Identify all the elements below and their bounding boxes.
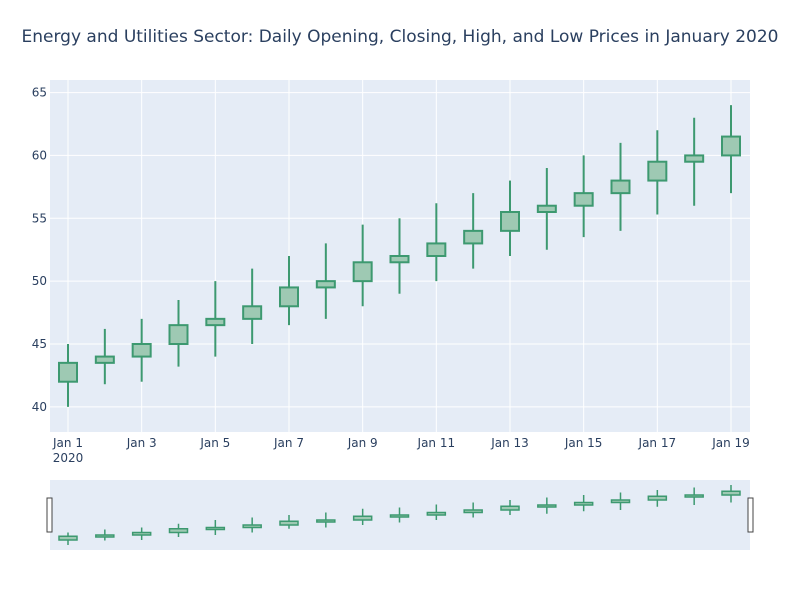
candle-body [647, 160, 668, 182]
candle[interactable] [279, 256, 299, 326]
x-tick-label: Jan 9 [347, 436, 378, 450]
range-slider-left-handle[interactable] [46, 497, 53, 533]
y-axis: 40 45 50 55 60 65 [32, 86, 47, 414]
candle-body [205, 317, 226, 327]
y-tick-label: 65 [32, 86, 47, 100]
x-tick-label: Jan 13 [490, 436, 529, 450]
slider-candle [58, 532, 78, 545]
range-slider-candles [58, 485, 741, 545]
y-tick-label: 55 [32, 211, 47, 225]
slider-candle [647, 490, 668, 507]
y-tick-label: 45 [32, 337, 47, 351]
candle[interactable] [242, 268, 263, 344]
candle[interactable] [463, 193, 484, 269]
x-tick-label: Jan 1 [52, 436, 83, 450]
candle[interactable] [58, 344, 78, 407]
candle-body [242, 305, 263, 320]
candle-body [426, 242, 447, 258]
candle-body [94, 355, 115, 364]
slider-candle [205, 520, 226, 535]
x-tick-label: Jan 17 [638, 436, 677, 450]
slider-candle [684, 487, 704, 505]
candle-body [352, 261, 373, 283]
candle[interactable] [94, 328, 115, 385]
candle[interactable] [684, 117, 705, 206]
y-tick-label: 40 [32, 400, 47, 414]
x-tick-label: Jan 5 [199, 436, 230, 450]
candle[interactable] [721, 105, 741, 194]
candle-body [131, 343, 152, 358]
candle-body [536, 204, 557, 213]
candle-body [573, 192, 594, 207]
candle-body [721, 135, 741, 157]
candles [58, 105, 741, 407]
slider-candle [500, 500, 520, 515]
slider-candle [537, 497, 557, 514]
slider-candle [352, 508, 373, 525]
candle[interactable] [352, 224, 373, 307]
candle[interactable] [647, 130, 668, 215]
slider-candle [721, 485, 741, 503]
slider-candle [131, 527, 152, 540]
x-tick-label: Jan 11 [417, 436, 456, 450]
x-tick-label: Jan 7 [273, 436, 304, 450]
x-tick-label: Jan 19 [711, 436, 750, 450]
slider-candle [610, 492, 631, 510]
candle[interactable] [610, 142, 631, 231]
slider-candle [426, 504, 447, 520]
slider-candle [242, 517, 262, 533]
y-tick-label: 60 [32, 148, 47, 162]
chart-title: Energy and Utilities Sector: Daily Openi… [22, 27, 779, 47]
y-tick-label: 50 [32, 274, 47, 288]
candle-body [58, 361, 78, 383]
x-tick-label: Jan 3 [126, 436, 157, 450]
candle-body [168, 324, 189, 345]
slider-candle [316, 512, 336, 528]
x-tick-year-label: 2020 [53, 451, 84, 465]
slider-candle [168, 523, 189, 537]
candle[interactable] [131, 318, 152, 382]
range-slider-handles[interactable] [46, 497, 754, 533]
candle[interactable] [500, 180, 520, 256]
candle-body [463, 229, 484, 245]
slider-candle [463, 502, 483, 518]
slider-candle [389, 507, 410, 523]
candle[interactable] [168, 300, 189, 367]
candle[interactable] [573, 155, 594, 238]
candle-body [500, 211, 520, 232]
candle-body [315, 280, 336, 289]
range-slider-right-handle[interactable] [747, 497, 754, 533]
candle-body [610, 179, 631, 195]
slider-candle [573, 495, 594, 512]
candle-body [684, 154, 705, 163]
candle[interactable] [536, 168, 557, 250]
slider-candle [95, 529, 115, 541]
candle[interactable] [426, 203, 447, 282]
x-tick-label: Jan 15 [564, 436, 603, 450]
candle-body [389, 255, 410, 264]
candle[interactable] [389, 218, 410, 294]
candle-body [279, 286, 299, 308]
candle[interactable] [315, 243, 336, 319]
slider-candle [279, 515, 299, 529]
candle[interactable] [205, 281, 226, 357]
